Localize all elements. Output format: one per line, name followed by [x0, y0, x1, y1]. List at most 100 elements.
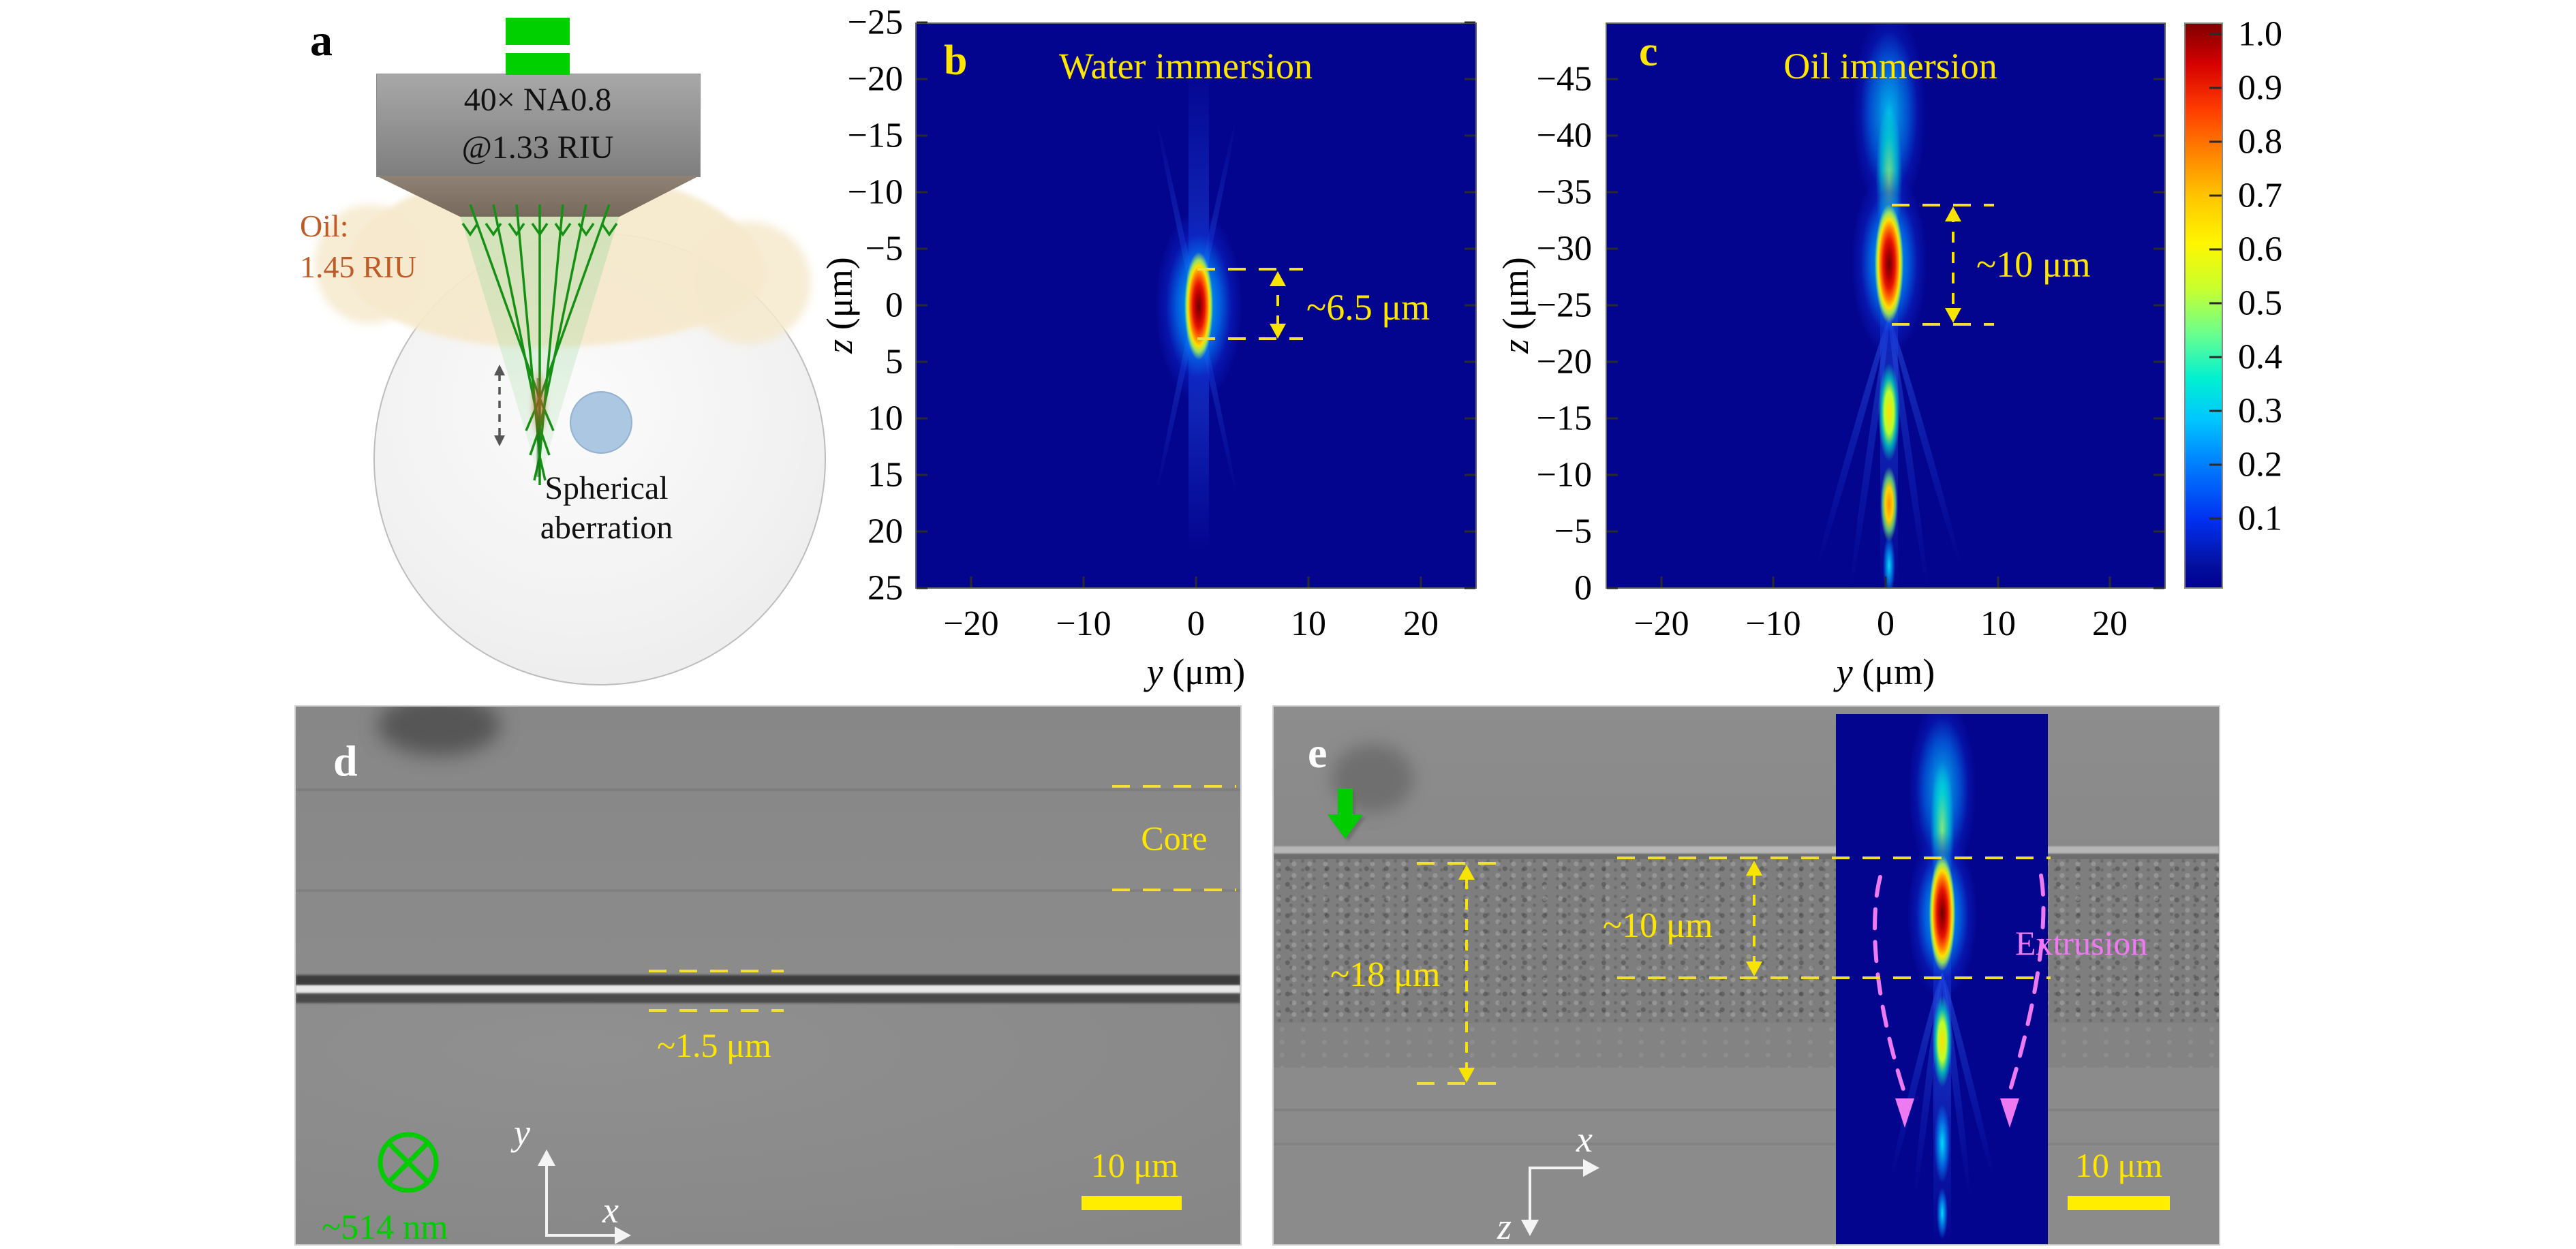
surface-bright-line [1274, 846, 2219, 854]
tick-mark [2209, 302, 2222, 305]
laser-beam-lower [506, 53, 570, 75]
tick-mark [2153, 530, 2164, 533]
tick-label: −10 [847, 172, 903, 212]
tick-mark [1465, 474, 1475, 476]
tick-label: −15 [847, 116, 903, 155]
axis-x-line [545, 1234, 616, 1237]
fwhm-dash-top-b [1197, 268, 1303, 271]
written-line-dark-bottom [296, 993, 1240, 1003]
tick-label: 20 [2092, 604, 2128, 643]
focus-shift-arrow [494, 365, 505, 446]
tick-label: 0.1 [2238, 499, 2282, 538]
written-line-bright [296, 985, 1240, 993]
tick-mark [2153, 78, 2164, 80]
tick-mark [1307, 576, 1310, 587]
aberration-caption-line2: aberration [540, 510, 673, 546]
axis-z-line-e [1529, 1167, 1531, 1221]
tick-label: 1.0 [2238, 14, 2282, 54]
panel-d-micrograph: Core ~1.5 μm ~514 nm y x 10 μm d [294, 705, 1242, 1246]
objective-label-line1: 40× NA0.8 [463, 82, 612, 118]
tick-mark [1465, 247, 1475, 250]
panel-c-letter: c [1639, 29, 1658, 75]
axis-z-label-e: z [1497, 1206, 1512, 1246]
depth-label: ~18 μm [1330, 955, 1441, 994]
focus-bottom-dash-line [1617, 976, 2051, 979]
faint-streak-1 [1274, 1109, 2219, 1111]
panel-c-heatmap [1606, 22, 2166, 589]
panel-b-ytick-marks-right [1465, 0, 1478, 613]
laser-beam-upper [506, 18, 570, 45]
linewidth-dash-bottom [649, 1009, 784, 1012]
oil-label-line2: 1.45 RIU [300, 249, 417, 284]
tick-label: −30 [1536, 229, 1592, 268]
oil-label: Oil: 1.45 RIU [300, 206, 416, 288]
tick-label: −5 [865, 229, 903, 268]
depth-dash-bottom [1417, 1082, 1509, 1085]
fwhm-dash-bottom-c [1892, 323, 1994, 326]
tick-mark [970, 576, 972, 587]
fwhm-arrow-line-c [1952, 211, 1954, 317]
axis-x-arrow [615, 1227, 631, 1244]
tick-label: 10 [1291, 604, 1326, 643]
panel-a-letter: a [310, 16, 333, 65]
panel-b-xtick-labels: −20 −10 0 10 20 [0, 604, 2576, 645]
scalebar-label-e: 10 μm [2074, 1146, 2163, 1184]
tick-mark [2209, 248, 2222, 251]
panel-b-letter: b [944, 37, 968, 84]
panel-b-title: Water immersion [1058, 46, 1313, 87]
fwhm-dash-bottom-b [1197, 337, 1303, 340]
tick-mark [1420, 576, 1422, 587]
tick-mark [1607, 304, 1618, 307]
axis-x-label: x [602, 1190, 619, 1231]
modified-grain-band [1274, 859, 2219, 1023]
core-dash-bottom [1112, 889, 1236, 891]
tick-mark [917, 360, 927, 363]
tick-mark [2209, 87, 2222, 89]
tick-mark [1465, 304, 1475, 307]
tick-mark [1607, 530, 1618, 533]
tick-mark [2153, 247, 2164, 250]
objective-body [376, 74, 701, 177]
tick-label: 0 [1574, 568, 1592, 608]
tick-mark [917, 474, 927, 476]
focus-label: ~10 μm [1603, 906, 1713, 945]
tick-mark [917, 191, 927, 194]
tick-mark [1195, 576, 1197, 587]
panel-e-top-shading [1274, 707, 2219, 851]
tick-mark [1607, 78, 1618, 80]
panel-b-xtick-marks [0, 576, 2576, 590]
tick-mark [1607, 417, 1618, 420]
tick-label: −20 [943, 604, 999, 643]
core-dash-top [1112, 785, 1236, 788]
tick-mark [917, 78, 927, 80]
tick-label: 5 [885, 342, 903, 382]
tick-label: −40 [1536, 116, 1592, 155]
depth-dash-top [1417, 862, 1509, 865]
tick-label: 10 [1980, 604, 2016, 643]
tick-mark [1884, 576, 1887, 587]
aberration-caption-line1: Spherical [545, 470, 669, 506]
incident-beam-arrow [1328, 788, 1363, 839]
panel-b-ytick-marks [917, 0, 930, 613]
fwhm-arrow-down-c [1945, 308, 1961, 323]
tick-mark [1607, 587, 1618, 589]
panel-a: a 40× NA0.8 @1.33 RIU [0, 0, 872, 715]
axis-x-label-e: x [1576, 1119, 1593, 1160]
tick-label: 0.7 [2238, 176, 2282, 215]
tick-label: −35 [1536, 172, 1592, 212]
tick-label: 0 [1187, 604, 1205, 643]
fwhm-arrow-up-b [1270, 271, 1286, 286]
tick-mark [1465, 78, 1475, 80]
tick-mark [2153, 134, 2164, 137]
extrusion-label: Extrusion [2015, 924, 2148, 962]
tick-label: −20 [847, 59, 903, 99]
panel-b-xlabel: y (μm) [1146, 651, 1246, 692]
tick-label: −10 [1056, 604, 1111, 643]
tick-mark [1607, 474, 1618, 476]
tick-mark [2153, 417, 2164, 420]
tick-mark [2153, 304, 2164, 307]
tick-label: 0 [1877, 604, 1895, 643]
tick-mark [2109, 576, 2111, 587]
panel-c-title: Oil immersion [1783, 46, 1997, 87]
tick-mark [2209, 140, 2222, 143]
